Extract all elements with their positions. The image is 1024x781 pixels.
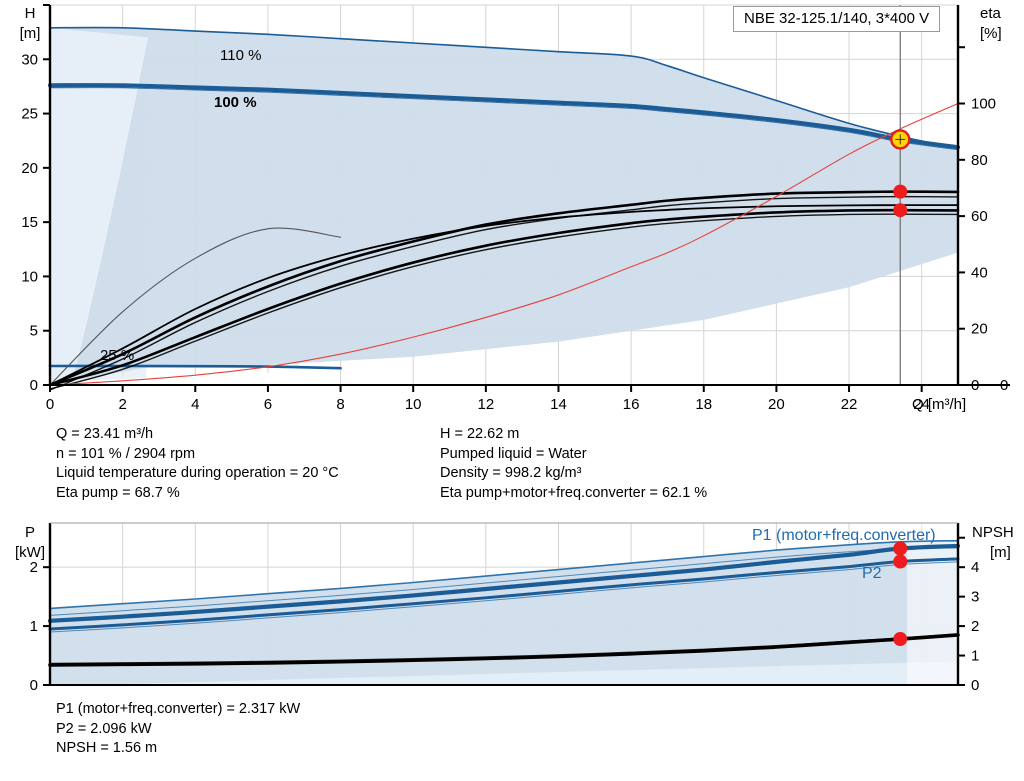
eta-curve-family-b [49, 213, 959, 390]
head-x-tick-label: 8 [336, 396, 344, 413]
npsh-right-tick-label: 0 [971, 677, 979, 694]
eta-right-tick-label: 40 [971, 264, 988, 281]
head-x-tick-label: 24 [913, 396, 930, 413]
eta-curve-alt [49, 204, 959, 386]
head-left-tick-label: 30 [21, 51, 38, 68]
head-x-tick-label: 12 [477, 396, 494, 413]
eta-right-tick-label: 20 [971, 321, 988, 338]
power-left-tick-label: 1 [30, 618, 38, 635]
eta-curve-family-a [49, 195, 959, 391]
head-x-tick-label: 2 [118, 396, 126, 413]
head-curve-thin [49, 87, 959, 151]
p1-upper-curve [49, 539, 959, 610]
duty-point-marker[interactable] [890, 129, 911, 150]
head-x-tick-label: 4 [191, 396, 199, 413]
head-left-tick-label: 10 [21, 268, 38, 285]
info-left-line-0: Q = 23.41 m³/h [56, 426, 154, 442]
power-marker-2 [893, 632, 908, 647]
eta-marker-1 [893, 203, 908, 218]
head-x-tick-label: 6 [264, 396, 272, 413]
power-marker-1 [893, 554, 908, 569]
head-curve-25 [48, 364, 342, 370]
head-left-tick-label: 20 [21, 160, 38, 177]
head-axis-unit: [m] [20, 25, 41, 42]
npsh-curve [48, 633, 960, 667]
info-left-line-1: n = 101 % / 2904 rpm [56, 445, 196, 462]
info-right-line-1: Pumped liquid = Water [440, 445, 587, 462]
head-curve-label-2: 25 % [100, 347, 134, 364]
head-left-tick-label: 25 [21, 106, 38, 123]
head-x-tick-label: 20 [768, 396, 785, 413]
band-operating-envelope [50, 27, 958, 381]
head-curve-100 [47, 83, 961, 150]
npsh-axis-unit: [m] [990, 544, 1011, 561]
head-axis-name: H [25, 5, 36, 22]
power-marker-0 [893, 541, 908, 556]
eta-axis-unit: [%] [980, 25, 1002, 42]
p2-thin-curve [49, 561, 959, 633]
head-curve-110 [49, 26, 959, 150]
power-chart-axes: 0 1 2 0 1 2 3 4 [30, 522, 979, 694]
p1-thin-curve [49, 547, 959, 616]
head-x-tick-label: 18 [695, 396, 712, 413]
p2-curve [48, 557, 960, 631]
head-x-tick-label: 16 [623, 396, 640, 413]
info-bottom-line-2: NPSH = 1.56 m [56, 740, 158, 756]
operating-point-info-left: Q = 23.41 m³/h n = 101 % / 2904 rpm Liquid… [56, 425, 339, 503]
eta-curve-lowspeed [49, 227, 342, 386]
eta-right-tick-label: 100 [971, 96, 996, 113]
npsh-right-tick-label: 4 [971, 559, 979, 576]
eta-right-tick-label: 80 [971, 152, 988, 169]
npsh-right-tick-label: 2 [971, 618, 979, 635]
head-corner-zero: 0 [1000, 377, 1008, 394]
power-left-tick-label: 2 [30, 559, 38, 576]
npsh-right-tick-label: 3 [971, 589, 979, 606]
head-x-tick-label: 22 [841, 396, 858, 413]
head-x-tick-label: 10 [405, 396, 422, 413]
p1-curve [47, 543, 961, 623]
info-right-line-2: Density = 998.2 kg/m³ [440, 465, 582, 481]
power-left-tick-label: 0 [30, 677, 38, 694]
info-left-line-2: Liquid temperature during operation = 20… [56, 465, 339, 481]
eta-curves-group [48, 190, 960, 391]
head-curves-group [47, 26, 961, 370]
system-curve-red [49, 102, 959, 386]
power-envelope-band [50, 523, 966, 685]
eta-curve-pump [48, 190, 960, 387]
p2-legend-label: P2 [862, 565, 882, 582]
eta-marker-0 [893, 184, 908, 199]
npsh-axis-name: NPSH [972, 524, 1014, 541]
flow-axis-label: Q [m³/h] [912, 396, 966, 413]
npsh-right-tick-label: 1 [971, 648, 979, 665]
head-left-tick-label: 5 [30, 323, 38, 340]
head-left-tick-label: 15 [21, 214, 38, 231]
eta-right-tick-label: 60 [971, 208, 988, 225]
head-curve-label-1: 100 % [214, 94, 257, 111]
eta-right-tick-label: 0 [971, 377, 979, 394]
power-axis-unit: [kW] [15, 544, 45, 561]
power-npsh-info: P1 (motor+freq.converter) = 2.317 kW P2 =… [56, 700, 300, 759]
p1-legend-label: P1 (motor+freq.converter) [752, 527, 936, 544]
info-left-line-3: Eta pump = 68.7 % [56, 484, 180, 501]
head-x-tick-label: 14 [550, 396, 567, 413]
band-left-light [50, 27, 148, 386]
info-bottom-line-1: P2 = 2.096 kW [56, 720, 152, 737]
info-right-line-3: Eta pump+motor+freq.converter = 62.1 % [440, 484, 708, 501]
eta-axis-name: eta [980, 5, 1002, 22]
info-right-line-0: H = 22.62 m [440, 426, 520, 442]
eta-curve-total [48, 208, 960, 387]
power-npsh-chart: 0 1 2 0 1 2 3 4 P [kW] NPSH [m] P1 (motor+freq.conve… [15, 522, 1014, 694]
head-curve-label-0: 110 % [220, 47, 261, 64]
power-curves-group [47, 539, 961, 667]
info-bottom-line-0: P1 (motor+freq.converter) = 2.317 kW [56, 701, 301, 717]
power-axis-name: P [25, 524, 35, 541]
head-left-tick-label: 0 [30, 377, 38, 394]
operating-point-info-right: H = 22.62 m Pumped liquid = Water Density … [440, 425, 707, 503]
head-x-tick-label: 0 [46, 396, 54, 413]
pump-model-title-box: NBE 32-125.1/140, 3*400 V [733, 6, 941, 32]
